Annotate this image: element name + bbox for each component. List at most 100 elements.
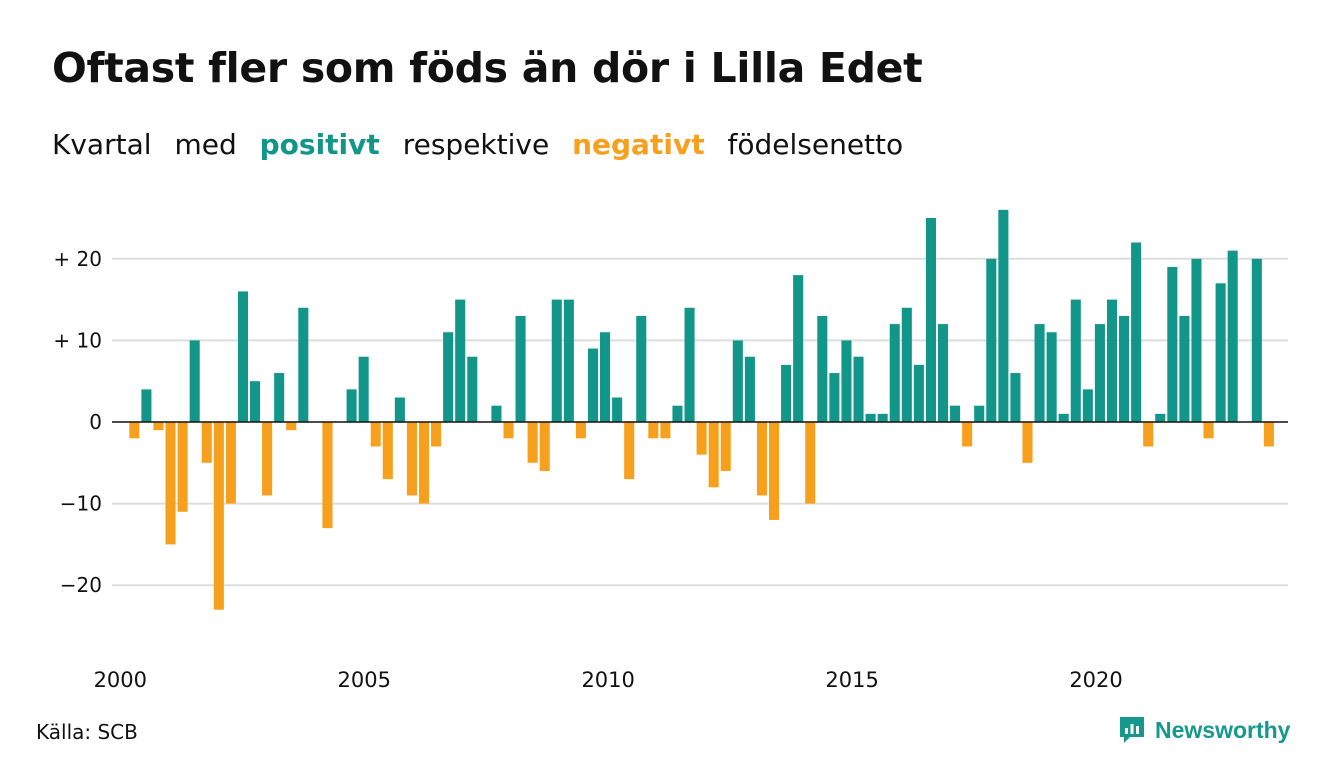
legend-negative: negativt <box>572 128 705 161</box>
bar <box>358 356 369 422</box>
x-tick-label: 2015 <box>825 668 878 692</box>
bars <box>129 209 1274 610</box>
source-note: Källa: SCB <box>36 720 138 744</box>
bar <box>1058 413 1069 422</box>
bar <box>1215 283 1226 422</box>
chart-subtitle: Kvartal med positivt respektive negativt… <box>52 128 917 161</box>
bar <box>889 324 900 422</box>
bar <box>201 422 212 463</box>
bar <box>346 389 357 422</box>
bar <box>817 315 828 422</box>
bar <box>756 422 767 496</box>
bar <box>587 348 599 422</box>
bar <box>708 422 719 488</box>
bar <box>1034 324 1045 422</box>
bar <box>829 373 840 422</box>
bar <box>962 422 973 447</box>
bar <box>1227 250 1238 422</box>
brand-logo: Newsworthy <box>1118 714 1290 746</box>
bar <box>575 422 586 439</box>
y-tick-label: + 20 <box>53 247 102 271</box>
bar <box>1263 422 1274 447</box>
bar <box>600 332 611 422</box>
bar <box>720 422 731 471</box>
bar <box>769 422 780 520</box>
y-tick-label: + 10 <box>53 328 102 352</box>
bar <box>225 422 236 504</box>
bar <box>165 422 176 545</box>
bar <box>298 307 309 422</box>
bar <box>1046 332 1057 422</box>
bar <box>1106 299 1118 422</box>
x-tick-label: 2005 <box>338 668 391 692</box>
subtitle-word-with: med <box>174 128 237 161</box>
bar <box>950 405 961 422</box>
bar <box>491 405 502 422</box>
bar-chart: + 20 + 10 0 −10 −20 2000 2005 2010 2015 2020 <box>53 209 1288 692</box>
bar <box>612 397 623 422</box>
gridlines <box>112 257 1288 587</box>
bar <box>781 364 792 422</box>
bar <box>696 422 707 455</box>
bar <box>406 422 417 496</box>
bar <box>684 307 695 422</box>
bar <box>1155 413 1166 422</box>
subtitle-word-net-births: födelsenetto <box>727 128 904 161</box>
bar <box>732 340 743 422</box>
bar <box>237 291 248 422</box>
bar <box>515 315 526 422</box>
bar <box>853 356 864 422</box>
y-tick-label: 0 <box>89 410 102 434</box>
bar <box>1022 422 1033 463</box>
bar <box>382 422 393 480</box>
x-tick-label: 2000 <box>94 668 147 692</box>
bar <box>1070 299 1081 422</box>
bar <box>1119 315 1130 422</box>
bar <box>503 422 514 439</box>
subtitle-word-quarter: Kvartal <box>52 128 152 161</box>
brand-name: Newsworthy <box>1155 716 1291 743</box>
bar <box>539 422 550 471</box>
bar <box>370 422 381 447</box>
bar <box>551 299 562 422</box>
bar <box>841 340 852 422</box>
bar <box>1203 422 1214 439</box>
bar <box>1082 389 1093 422</box>
bar <box>141 389 152 422</box>
bar <box>177 422 188 512</box>
chart-title: Oftast fler som föds än dör i Lilla Edet <box>52 44 923 92</box>
bar <box>974 405 985 422</box>
bar <box>901 307 912 422</box>
bar <box>1010 373 1021 422</box>
bar <box>527 422 538 463</box>
bar <box>1131 242 1142 422</box>
bar <box>129 422 140 439</box>
bar <box>467 356 478 422</box>
x-tick-label: 2020 <box>1069 668 1122 692</box>
bar <box>455 299 466 422</box>
x-axis-ticks: 2000 2005 2010 2015 2020 <box>94 668 1123 692</box>
bar <box>1251 258 1262 422</box>
bar <box>563 299 574 422</box>
newsworthy-logo-icon <box>1120 717 1144 743</box>
bar <box>660 422 671 439</box>
bar <box>865 413 876 422</box>
bar <box>805 422 816 504</box>
bar <box>793 275 804 422</box>
bar <box>213 422 224 610</box>
bar <box>913 364 924 422</box>
y-tick-label: −20 <box>60 573 102 597</box>
bar <box>431 422 442 447</box>
bar <box>250 381 261 422</box>
bar <box>744 356 755 422</box>
bar <box>153 422 164 431</box>
bar <box>322 422 333 529</box>
bar <box>998 209 1009 422</box>
bar <box>925 218 936 422</box>
bar <box>672 405 683 422</box>
subtitle-word-respectively: respektive <box>402 128 550 161</box>
bar <box>189 340 200 422</box>
bar <box>394 397 405 422</box>
bar <box>624 422 635 480</box>
bar <box>286 422 297 431</box>
